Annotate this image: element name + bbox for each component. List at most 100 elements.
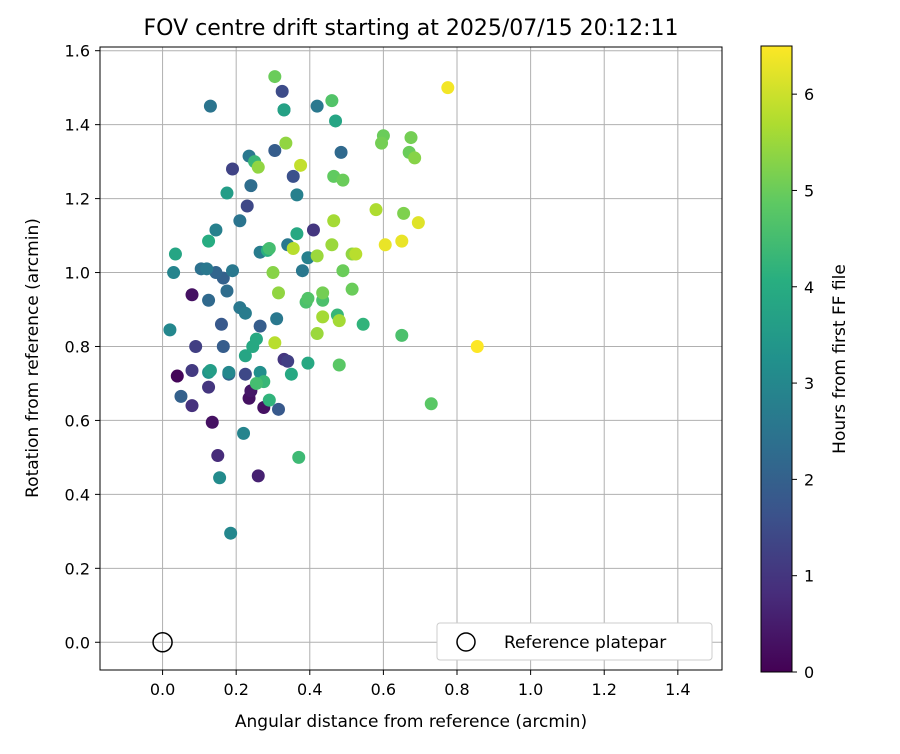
colorbar-ticks: 0 1 2 3 4 5 6 [792, 85, 814, 682]
colorbar-gradient [760, 45, 793, 673]
colorbar-tick-label: 0 [804, 663, 814, 682]
data-point [327, 214, 341, 228]
data-point [209, 223, 223, 237]
data-point [224, 526, 238, 540]
y-tick-label: 1.4 [65, 116, 90, 135]
plot-frame [99, 46, 723, 671]
colorbar-tick-label: 2 [804, 470, 814, 489]
data-point [216, 339, 230, 353]
data-point [375, 136, 389, 150]
colorbar-tick-label: 1 [804, 567, 814, 586]
data-point [189, 339, 203, 353]
data-point [378, 238, 392, 252]
data-point [174, 389, 188, 403]
data-point [281, 354, 295, 368]
data-point [395, 234, 409, 248]
data-point [244, 179, 258, 193]
data-point [185, 288, 199, 302]
chart-title: FOV centre drift starting at 2025/07/15 … [144, 16, 679, 41]
colorbar-tick-label: 5 [804, 181, 814, 200]
data-point [238, 349, 252, 363]
data-point [233, 214, 247, 228]
data-point [268, 336, 282, 350]
colorbar-tick-label: 4 [804, 278, 814, 297]
data-point [397, 206, 411, 220]
data-point [185, 364, 199, 378]
data-point [411, 216, 425, 230]
data-point [441, 81, 455, 95]
data-point [290, 227, 304, 241]
data-point [310, 327, 324, 341]
data-point [424, 397, 438, 411]
data-point [214, 317, 228, 331]
legend-box [436, 622, 713, 661]
data-point [277, 103, 291, 117]
x-tick-label: 1.0 [518, 680, 543, 699]
data-point [251, 469, 265, 483]
grid-lines [100, 47, 722, 670]
data-point [270, 312, 284, 326]
scatter-points [152, 70, 484, 653]
colorbar-tick-label: 6 [804, 85, 814, 104]
x-tick-label: 0.6 [371, 680, 396, 699]
data-point [470, 339, 484, 353]
data-point [220, 186, 234, 200]
data-point [213, 471, 227, 485]
data-point [203, 364, 217, 378]
data-point [284, 367, 298, 381]
reference-platepar-marker [152, 632, 173, 653]
data-point [310, 249, 324, 263]
data-point [268, 144, 282, 158]
colorbar-tick-label: 3 [804, 374, 814, 393]
data-point [200, 262, 214, 276]
data-point [294, 158, 308, 172]
colorbar: 0 1 2 3 4 5 6 Hours from first FF file [760, 45, 850, 682]
data-point [185, 399, 199, 413]
data-point [211, 449, 225, 463]
y-tick-label: 1.0 [65, 264, 90, 283]
data-point [408, 151, 422, 165]
y-tick-label: 0.2 [65, 559, 90, 578]
colorbar-label: Hours from first FF file [830, 264, 850, 454]
data-point [332, 358, 346, 372]
data-point [292, 450, 306, 464]
data-point [268, 70, 282, 84]
data-point [251, 160, 265, 174]
data-point [329, 114, 343, 128]
data-point [404, 131, 418, 145]
x-tick-label: 1.2 [591, 680, 616, 699]
x-tick-label: 0.4 [297, 680, 322, 699]
data-point [170, 369, 184, 383]
x-axis-label: Angular distance from reference (arcmin) [235, 712, 587, 732]
y-tick-label: 1.6 [65, 42, 90, 61]
data-point [310, 99, 324, 113]
data-point [222, 365, 236, 379]
data-point [290, 188, 304, 202]
y-tick-label: 0.4 [65, 485, 90, 504]
data-point [306, 223, 320, 237]
data-point [168, 247, 182, 261]
y-axis-label: Rotation from reference (arcmin) [23, 218, 43, 498]
data-point [202, 293, 216, 307]
data-point [286, 169, 300, 183]
data-point [205, 415, 219, 429]
data-point [225, 264, 239, 278]
data-point [238, 306, 252, 320]
data-point [202, 380, 216, 394]
data-point [266, 266, 280, 280]
data-point [334, 145, 348, 159]
data-point [325, 94, 339, 108]
y-axis-ticks: 0.0 0.2 0.4 0.6 0.8 1.0 1.2 1.4 1.6 [65, 42, 100, 652]
data-point [202, 234, 216, 248]
data-point [301, 356, 315, 370]
data-point [325, 238, 339, 252]
y-tick-label: 1.2 [65, 190, 90, 209]
data-point [369, 203, 383, 217]
data-point [332, 314, 346, 328]
data-point [249, 332, 263, 346]
data-point [316, 310, 330, 324]
data-point [272, 286, 286, 300]
data-point [275, 84, 289, 98]
y-tick-label: 0.0 [65, 633, 90, 652]
